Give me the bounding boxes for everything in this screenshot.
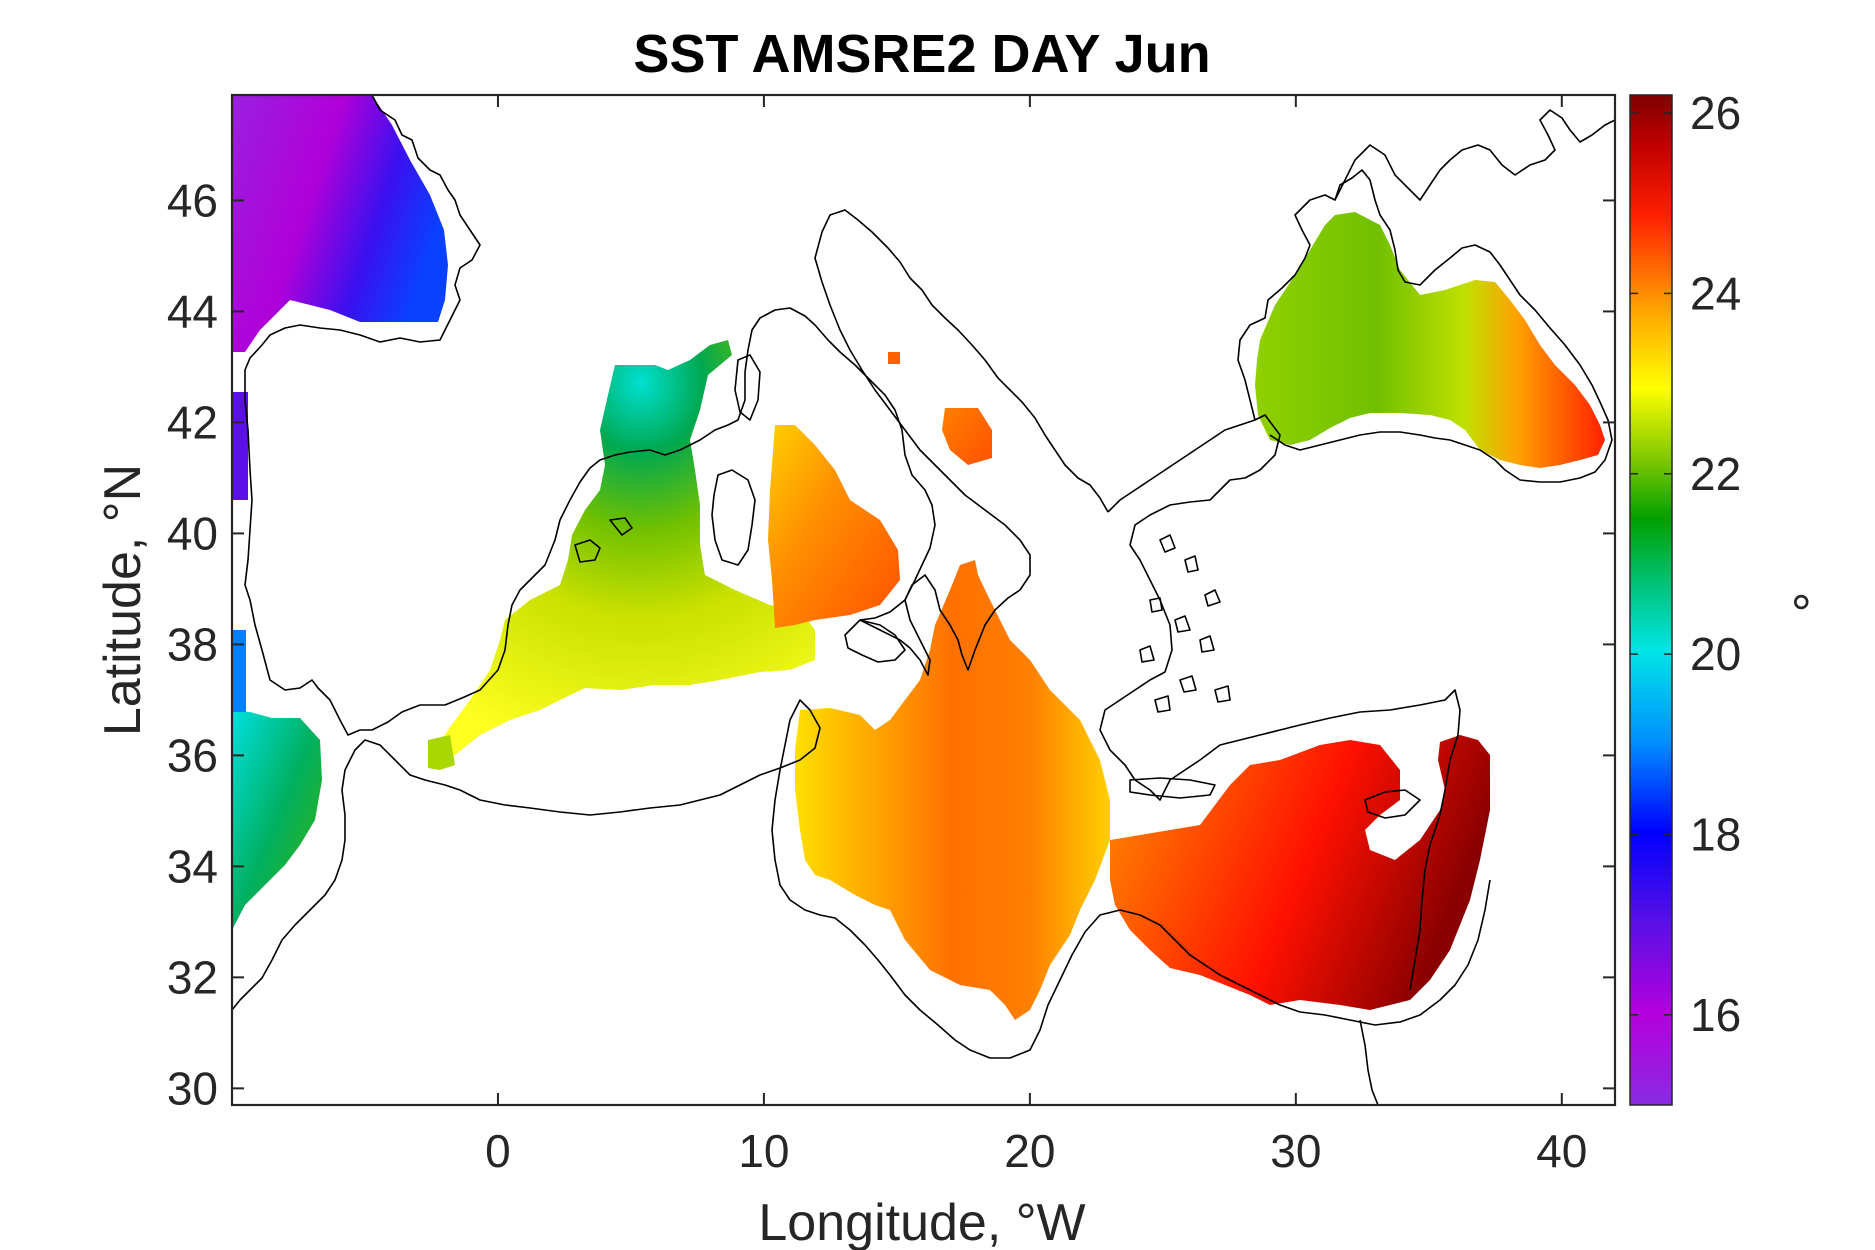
y-tick-label: 40	[167, 507, 218, 559]
sst-region-levantine	[1110, 735, 1490, 1010]
colorbar-ticks: 16 18 20 22 24 26	[1630, 87, 1741, 1041]
colorbar-label: °	[1760, 592, 1818, 613]
y-tick-label: 42	[167, 396, 218, 448]
chart-title: SST AMSRE2 DAY Jun	[633, 24, 1210, 84]
colorbar-tick-label: 24	[1690, 267, 1741, 319]
coastline-balearic	[574, 517, 633, 563]
x-tick-label: 30	[1270, 1125, 1321, 1177]
y-tick-label: 44	[167, 285, 218, 337]
coastline-iberia-france	[244, 94, 936, 736]
y-tick-label: 38	[167, 618, 218, 670]
sst-region-bay-of-biscay-edge	[232, 392, 248, 500]
x-tick-label: 10	[738, 1125, 789, 1177]
coastline-aegean-islands	[1139, 534, 1231, 713]
colorbar-tick-label: 26	[1690, 87, 1741, 139]
sst-region-western-med	[428, 340, 815, 768]
coastline-crete	[1129, 777, 1216, 799]
sst-region-bay-of-biscay	[232, 95, 448, 352]
y-tick-label: 46	[167, 174, 218, 226]
colorbar-tick-label: 18	[1690, 808, 1741, 860]
coastline-layer	[231, 94, 1616, 1106]
coastline-black-sea	[1237, 169, 1613, 483]
coastline-balkans-greece	[1099, 414, 1461, 991]
plot-frame	[230, 93, 1617, 1107]
coastline-sicily	[844, 619, 906, 663]
y-tick-label: 30	[167, 1062, 218, 1114]
plot-area: 0 10 20 30 40 30 32 34 36 38 40 42 44 46	[167, 93, 1617, 1177]
x-tick-label: 0	[485, 1125, 511, 1177]
sst-region-atlantic-morocco	[232, 710, 322, 930]
y-tick-label: 32	[167, 951, 218, 1003]
sst-region-black-sea	[1255, 212, 1605, 468]
y-tick-label: 36	[167, 729, 218, 781]
colorbar-tick-label: 20	[1690, 628, 1741, 680]
sst-field-layer	[232, 95, 1605, 1020]
sst-region-atlantic-morocco-edge	[232, 630, 246, 712]
colorbar-tick-label: 22	[1690, 448, 1741, 500]
coastline-sardinia-corsica	[711, 354, 761, 566]
coastline-north-africa	[231, 699, 1491, 1059]
coastline-cyprus	[1364, 789, 1421, 819]
sst-region-tyrrhenian	[768, 425, 900, 628]
y-axis: 30 32 34 36 38 40 42 44 46	[167, 174, 1615, 1114]
coastline-nile	[1359, 1019, 1379, 1106]
colorbar-gradient	[1629, 94, 1673, 1106]
sst-region-adriatic-north	[888, 352, 900, 364]
x-tick-label: 40	[1536, 1125, 1587, 1177]
coastline-italy-east	[814, 209, 1109, 676]
x-tick-label: 20	[1004, 1125, 1055, 1177]
colorbar: 16 18 20 22 24 26 °	[1629, 87, 1818, 1106]
y-axis-label: Latitude, °N	[94, 464, 152, 736]
colorbar-tick-label: 16	[1690, 989, 1741, 1041]
y-tick-label: 34	[167, 840, 218, 892]
sst-region-alboran-edge	[428, 735, 455, 770]
coastline-crimea-azov	[1334, 109, 1616, 201]
x-axis-label: Longitude, °W	[758, 1194, 1085, 1250]
x-axis: 0 10 20 30 40	[485, 95, 1587, 1177]
sst-region-adriatic	[942, 408, 992, 465]
sst-region-ionian	[795, 560, 1110, 1020]
